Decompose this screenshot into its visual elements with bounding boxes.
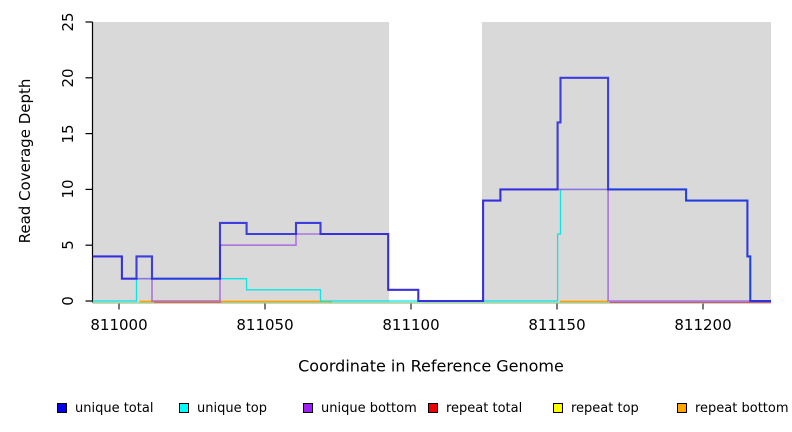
x-tick-label: 811100 — [382, 316, 440, 334]
legend-item: repeat total — [428, 400, 523, 416]
y-tick-label: 10 — [59, 179, 77, 199]
y-tick-label: 25 — [59, 12, 77, 32]
legend-item: unique bottom — [303, 400, 417, 416]
legend-label: repeat top — [571, 400, 639, 416]
legend-item: repeat top — [553, 400, 639, 416]
legend-item: unique top — [179, 400, 268, 416]
legend-swatch-icon — [428, 403, 438, 413]
legend-swatch-icon — [677, 403, 687, 413]
series-path-unique-total — [92, 76, 771, 303]
legend-swatch-icon — [553, 403, 563, 413]
legend-item: unique total — [57, 400, 154, 416]
y-tick-label: 5 — [59, 240, 77, 250]
x-tick-label: 811050 — [236, 316, 294, 334]
x-axis-title: Coordinate in Reference Genome — [298, 356, 564, 376]
x-tick-label: 811000 — [90, 316, 148, 334]
legend-label: unique total — [75, 400, 154, 416]
y-tick-label: 15 — [59, 124, 77, 144]
x-tick-label: 811200 — [674, 316, 732, 334]
legend-label: repeat total — [446, 400, 523, 416]
y-tick-label: 20 — [59, 68, 77, 88]
shaded-region — [92, 22, 390, 302]
legend-label: unique bottom — [321, 400, 417, 416]
series-lines — [92, 76, 771, 303]
axes — [85, 21, 704, 310]
shaded-regions — [92, 22, 772, 302]
legend-label: repeat bottom — [695, 400, 789, 416]
shaded-region — [481, 22, 772, 302]
legend-label: unique top — [197, 400, 268, 416]
y-axis-title: Read Coverage Depth — [16, 78, 34, 244]
legend-swatch-icon — [179, 403, 189, 413]
legend-swatch-icon — [303, 403, 313, 413]
legend-item: repeat bottom — [677, 400, 789, 416]
legend-swatch-icon — [57, 403, 67, 413]
y-tick-label: 0 — [59, 296, 77, 306]
x-tick-label: 811150 — [528, 316, 586, 334]
